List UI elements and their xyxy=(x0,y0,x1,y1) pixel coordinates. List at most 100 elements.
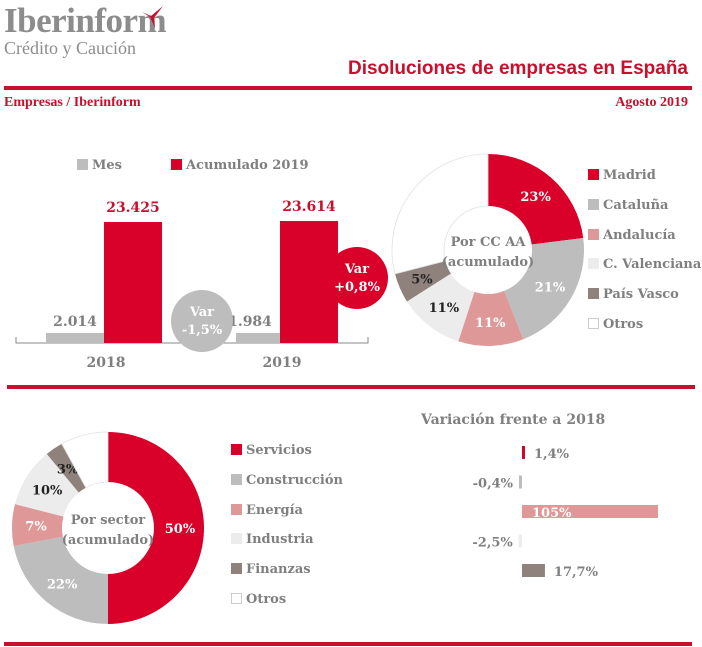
legend-item: Cataluña xyxy=(588,198,668,213)
legend-label: Otros xyxy=(603,317,644,332)
donut-slice-finanzas xyxy=(46,443,86,493)
legend-item: Andalucía xyxy=(588,228,676,243)
donut-slice-label: 10% xyxy=(32,483,63,498)
legend-swatch xyxy=(231,444,242,455)
legend-swatch xyxy=(588,258,599,270)
legend-label: Energía xyxy=(246,502,303,518)
donut-slice-label: 50% xyxy=(165,522,196,537)
legend-label: Andalucía xyxy=(603,227,676,243)
legend-item: C. Valenciana xyxy=(588,257,701,272)
legend-swatch xyxy=(588,169,599,180)
period-label: Agosto 2019 xyxy=(615,95,688,110)
legend-item: Industria xyxy=(231,532,314,547)
legend-item: Servicios xyxy=(231,443,312,458)
donut-slice-construcción xyxy=(13,536,108,624)
legend-item: Construcción xyxy=(231,473,343,488)
legend-label: Construcción xyxy=(246,472,343,488)
legend-label: Mes xyxy=(92,158,122,173)
legend-item: Madrid xyxy=(588,168,656,183)
variation-value-label: 17,7% xyxy=(554,565,599,580)
x-tick-label: 2019 xyxy=(263,355,302,371)
donut-slice-label: 22% xyxy=(47,577,78,592)
donut-slice-c-valenciana xyxy=(406,273,475,342)
donut-slice-otros xyxy=(61,431,109,489)
var-bubble-label: Var xyxy=(344,262,369,277)
bar-chart: 2.014 23.425 2018 1.984 23.614 2019 Var -1,5% Va… xyxy=(15,199,388,371)
donut-slice-energía xyxy=(11,504,64,546)
header-divider xyxy=(4,86,692,90)
legend-item: País Vasco xyxy=(588,287,679,302)
legend-label: Otros xyxy=(246,592,287,607)
legend-item-mes: Mes xyxy=(77,158,122,173)
legend-item: Otros xyxy=(231,592,286,607)
legend-item-acumulado: Acumulado 2019 xyxy=(171,158,309,173)
donut-center-label: (acumulado) xyxy=(442,255,534,270)
variation-bar-energía xyxy=(522,505,658,518)
logo-wordmark: Iberinform xyxy=(4,1,167,40)
x-tick-label: 2018 xyxy=(87,355,126,371)
variation-bar-construcción xyxy=(519,475,522,489)
variation-bar-industria xyxy=(518,534,522,548)
legend-label: Finanzas xyxy=(246,562,311,578)
legend-swatch xyxy=(588,198,599,210)
variation-bar-finanzas xyxy=(522,564,545,577)
legend-swatch xyxy=(231,533,242,545)
donut-slice-label: 11% xyxy=(429,301,460,316)
donut-slice-andalucía xyxy=(458,290,524,346)
var-bubble-value: +0,8% xyxy=(334,280,381,295)
variation-value-label: 1,4% xyxy=(534,447,570,462)
legend-swatch xyxy=(171,159,182,170)
donut-slice-otros xyxy=(391,153,489,275)
legend-label: Industria xyxy=(246,532,314,548)
donut-slice-label: 11% xyxy=(475,316,506,331)
bar-value-label: 23.425 xyxy=(106,200,160,216)
legend-label: Cataluña xyxy=(603,197,669,213)
var-bubble-mes xyxy=(171,290,233,352)
logo-mark-icon xyxy=(142,6,163,28)
donut-slice-servicios xyxy=(108,432,204,624)
variation-bar-servicios xyxy=(522,446,525,459)
variation-value-label: -0,4% xyxy=(473,477,514,492)
donut-slice-label: 23% xyxy=(520,190,551,205)
source-label: Empresas / Iberinform xyxy=(4,95,141,110)
bar-value-label: 23.614 xyxy=(282,199,336,215)
donut-slice-cataluña xyxy=(504,237,584,340)
legend-swatch xyxy=(231,503,242,515)
donut-slice-label: 21% xyxy=(535,281,566,296)
legend-swatch xyxy=(231,473,242,485)
donut-slice-label: 3% xyxy=(57,462,79,477)
donut-center-label: Por sector xyxy=(71,513,146,528)
donut-chart-ccaa: 23% 21% 11% 11% 5% Por CC AA (acumulado) xyxy=(391,153,584,346)
donut-slice-industria xyxy=(15,454,79,517)
legend-swatch xyxy=(588,318,599,329)
legend-label: País Vasco xyxy=(603,287,679,303)
donut-slice-país-vasco xyxy=(395,260,451,302)
legend-swatch xyxy=(231,593,242,604)
legend-label: Servicios xyxy=(246,443,312,458)
variation-value-label: -2,5% xyxy=(472,536,513,551)
donut-chart-sector: 50% 22% 7% 10% 3% Por sector (acumulado) xyxy=(11,431,204,624)
legend-item: Finanzas xyxy=(231,562,311,577)
legend-swatch xyxy=(231,563,242,575)
bar-value-label: 1.984 xyxy=(228,314,272,330)
logo-subtitle: Crédito y Caución xyxy=(4,38,136,58)
bar-mes-2019 xyxy=(236,333,280,343)
legend-swatch xyxy=(588,228,599,240)
variation-value-label: 105% xyxy=(532,506,572,521)
legend-label: Acumulado 2019 xyxy=(186,158,309,173)
bar-mes-2018 xyxy=(46,333,104,343)
donut-center-label: (acumulado) xyxy=(62,533,154,548)
page-title: Disoluciones de empresas en España xyxy=(347,58,688,79)
var-bubble-value: -1,5% xyxy=(182,323,223,338)
donut-slice-label: 7% xyxy=(25,520,47,535)
legend-swatch xyxy=(77,159,88,170)
donut-slice-madrid xyxy=(488,154,584,245)
legend-item: Energía xyxy=(231,503,303,518)
donut-center-label: Por CC AA xyxy=(451,235,527,250)
legend-label: Madrid xyxy=(603,168,656,183)
variation-title: Variación frente a 2018 xyxy=(421,412,606,428)
var-bubble-acumulado xyxy=(326,247,388,309)
legend-swatch xyxy=(588,288,599,300)
footer-divider xyxy=(4,642,692,646)
bar-acumulado-2019-2018 xyxy=(104,221,162,343)
